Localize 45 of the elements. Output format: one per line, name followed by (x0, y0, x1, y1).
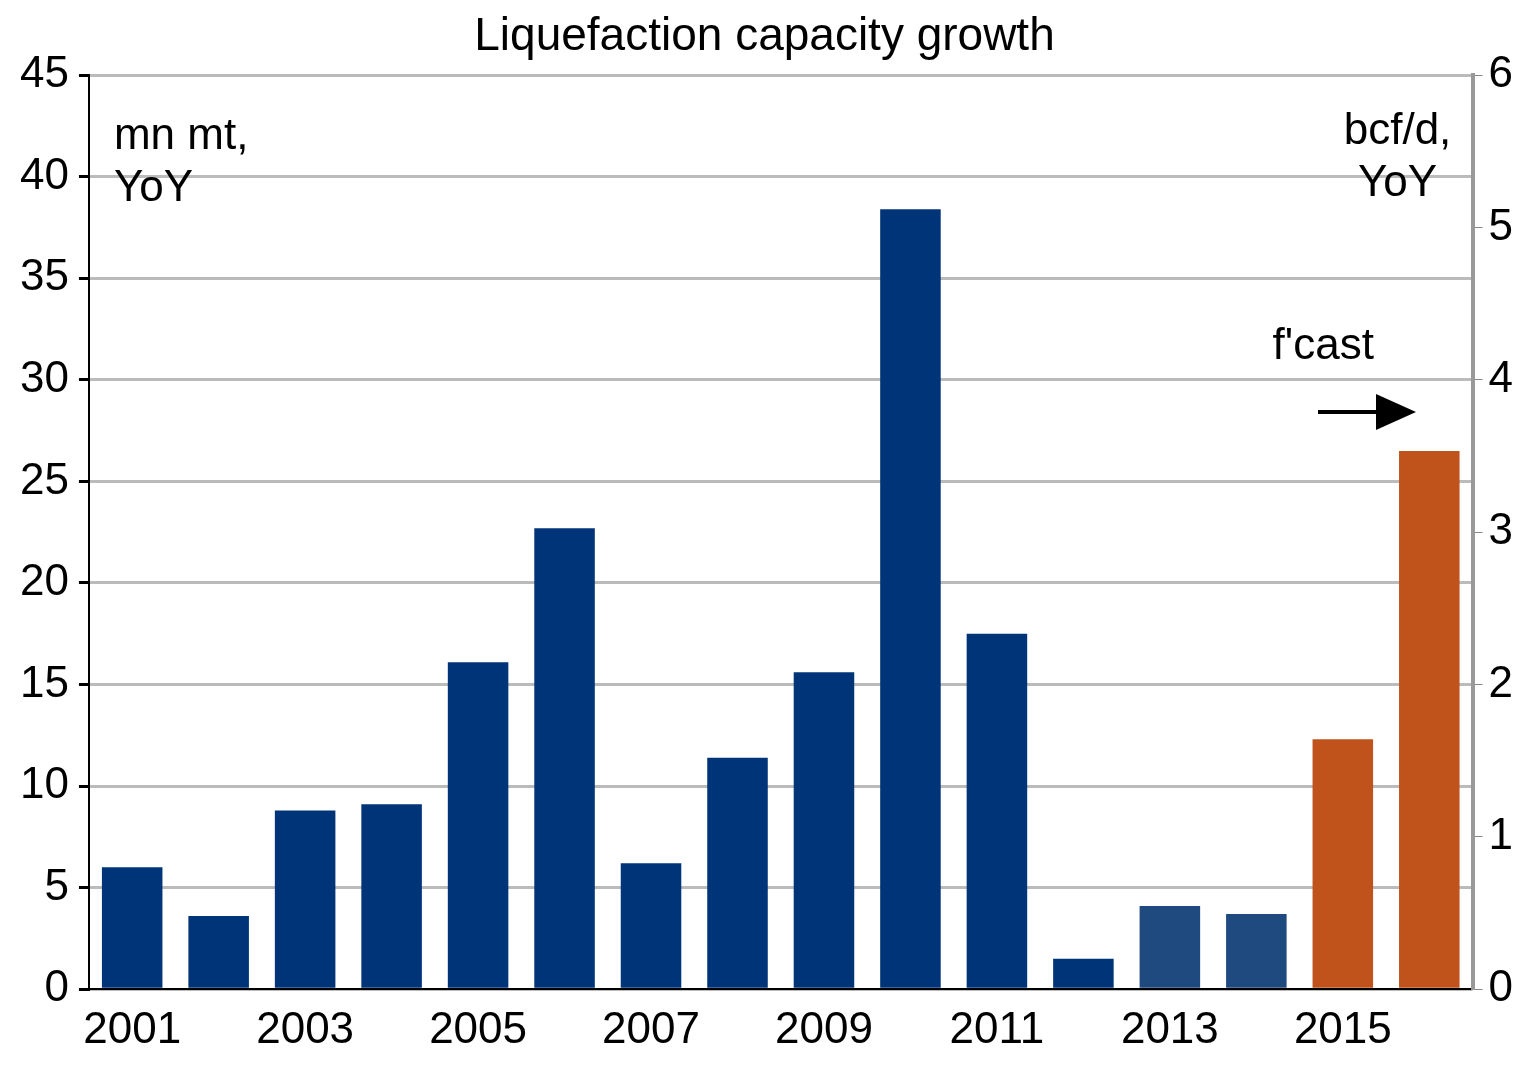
bar (447, 662, 509, 988)
y-tick-label: 45 (19, 47, 69, 97)
bar (707, 757, 768, 988)
x-tick-label: 2015 (1293, 1002, 1392, 1052)
annotation: f'cast (1272, 319, 1374, 369)
x-tick-label: 2005 (429, 1002, 528, 1052)
bar (880, 209, 941, 988)
bar (188, 916, 249, 988)
y-tick-label: 40 (19, 148, 69, 198)
y2-tick-label: 6 (1488, 47, 1514, 97)
y2-tick-label: 4 (1488, 352, 1514, 402)
y2-tick-label: 0 (1488, 961, 1514, 1011)
y-tick-label: 35 (19, 250, 69, 300)
y2-tick-label: 3 (1488, 504, 1514, 554)
bar (274, 810, 336, 988)
x-tick-label: 2007 (602, 1002, 700, 1052)
x-tick-label: 2011 (949, 1002, 1045, 1052)
bar (1312, 739, 1374, 988)
y-tick-label: 0 (44, 961, 69, 1011)
bar (1139, 905, 1201, 988)
y2-tick-label: 2 (1488, 656, 1514, 706)
bar (1226, 914, 1287, 988)
y-tick-label: 25 (19, 453, 69, 503)
y2-tick-label: 5 (1488, 199, 1514, 249)
y-axis-title: mn mt, YoY (113, 109, 249, 211)
y2-axis-title: bcf/d, YoY (1343, 104, 1452, 206)
bar (361, 804, 422, 988)
chart-title: Liquefaction capacity growth (474, 8, 1055, 61)
y-tick-label: 5 (44, 859, 69, 909)
bar (1053, 958, 1114, 988)
x-tick-label: 2013 (1120, 1002, 1219, 1052)
bar (966, 633, 1028, 988)
x-tick-label: 2003 (256, 1002, 355, 1052)
y-tick-label: 15 (19, 656, 69, 706)
y-tick-label: 10 (19, 758, 69, 808)
bar (620, 863, 682, 988)
bar (793, 672, 855, 988)
x-tick-label: 2001 (83, 1002, 182, 1052)
bar (534, 528, 595, 988)
x-tick-label: 2009 (775, 1002, 873, 1052)
y-tick-label: 30 (19, 352, 69, 402)
y-tick-label: 20 (19, 555, 69, 605)
bar (101, 867, 163, 988)
y2-tick-label: 1 (1488, 809, 1514, 859)
bar (1399, 450, 1460, 988)
